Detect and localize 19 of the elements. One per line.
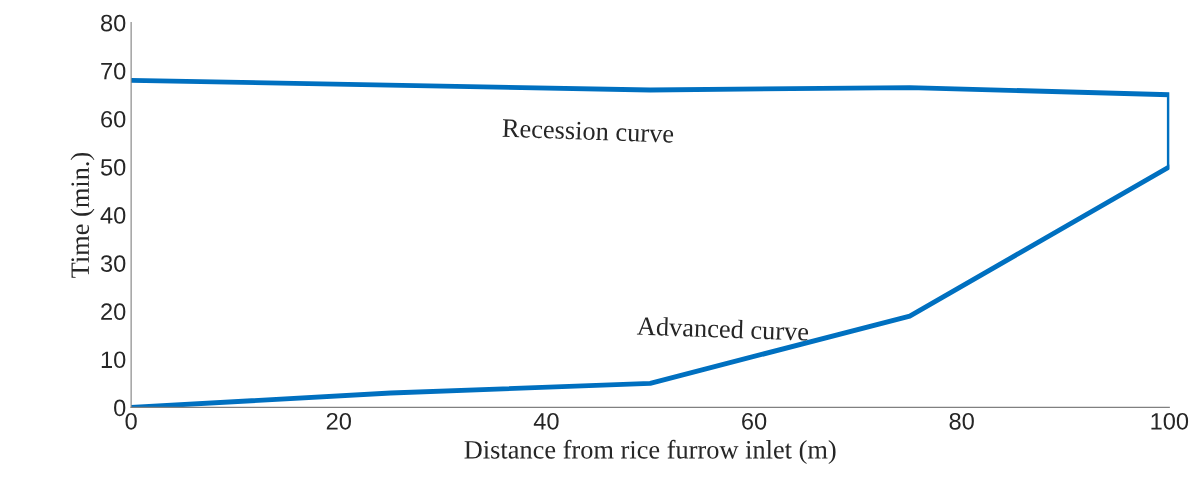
y-tick-label: 80	[101, 14, 126, 32]
y-tick-label: 10	[101, 351, 126, 369]
x-axis-title: Distance from rice furrow inlet (m)	[464, 439, 836, 465]
y-tick-label: 50	[100, 159, 126, 176]
y-axis-title: Time (min.)	[70, 152, 95, 278]
y-tick-label: 60	[101, 110, 126, 128]
y-tick-label: 70	[101, 62, 126, 80]
y-tick-label: 0	[114, 399, 126, 417]
y-tick-label: 40	[100, 207, 126, 224]
x-tick-label: 0	[125, 412, 137, 430]
x-tick-label: 80	[949, 412, 974, 430]
series-label: Recession curve	[502, 119, 674, 143]
x-tick-label: 100	[1151, 412, 1189, 430]
series-label: Advanced curve	[636, 316, 809, 341]
x-tick-label: 60	[742, 412, 767, 430]
y-tick-label: 30	[100, 255, 126, 272]
x-tick-label: 20	[326, 412, 351, 430]
x-tick-label: 40	[533, 412, 559, 430]
y-tick-label: 20	[101, 303, 126, 321]
